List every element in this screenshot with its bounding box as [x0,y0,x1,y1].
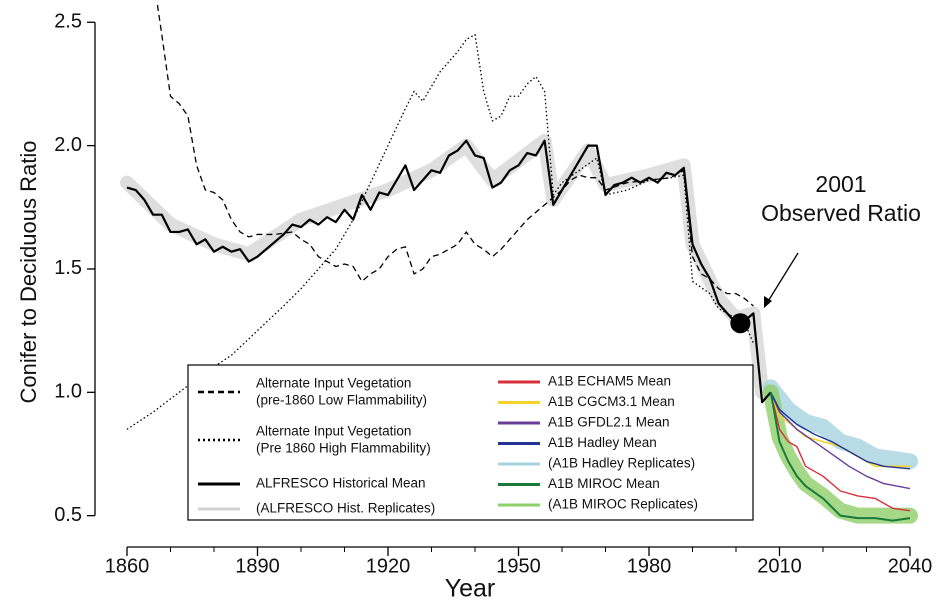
observed-point [730,313,751,334]
series-line [126,139,772,404]
legend-label: A1B CGCM3.1 Mean [548,394,675,409]
x-tick-label: 2010 [757,555,802,577]
y-tick-label: 2.5 [54,11,82,33]
x-tick-label: 1890 [235,555,280,577]
plot-area [120,4,918,524]
legend-label: (Pre 1860 High Flammability) [256,441,431,456]
x-tick-label: 1860 [105,555,150,577]
legend-label: Alternate Input Vegetation [256,376,411,391]
annotation-arrowhead [764,296,772,308]
legend-box [187,364,754,521]
legend-label: (ALFRESCO Hist. Replicates) [256,501,435,516]
series-line [762,384,918,524]
legend-label: ALFRESCO Historical Mean [256,476,426,491]
series-line [126,33,754,430]
series-line [770,392,911,512]
legend-label: A1B Hadley Mean [548,435,657,450]
annotation: 2001 [815,171,866,197]
x-axis-title: Year [445,575,496,603]
legend-label: (pre-1860 Low Flammability) [256,393,427,408]
annotation: Observed Ratio [761,200,921,226]
legend-label: A1B MIROC Mean [548,476,660,491]
series-line [769,392,911,522]
x-tick-label: 2040 [888,555,933,577]
annotation-arrow [766,252,799,304]
legend-label: A1B GFDL2.1 Mean [548,415,670,430]
x-tick-label: 1980 [627,555,672,577]
series-line [770,392,911,490]
series-line [762,379,918,470]
y-tick-label: 1.5 [54,257,82,279]
x-tick-label: 1920 [366,555,411,577]
series-line [770,392,911,470]
legend-label: (A1B Hadley Replicates) [548,456,695,471]
x-tick-label: 1950 [496,555,541,577]
legend-label: A1B ECHAM5 Mean [548,374,671,389]
legend-label: Alternate Input Vegetation [256,424,411,439]
legend-label: (A1B MIROC Replicates) [548,497,698,512]
y-tick-label: 2.0 [54,134,82,156]
legend: Alternate Input Vegetation (pre-1860 Low … [198,374,698,516]
y-tick-label: 0.5 [54,504,82,526]
series-line [156,4,754,307]
y-axis-title: Conifer to Deciduous Ratio [16,141,41,404]
y-tick-label: 1.0 [54,381,82,403]
